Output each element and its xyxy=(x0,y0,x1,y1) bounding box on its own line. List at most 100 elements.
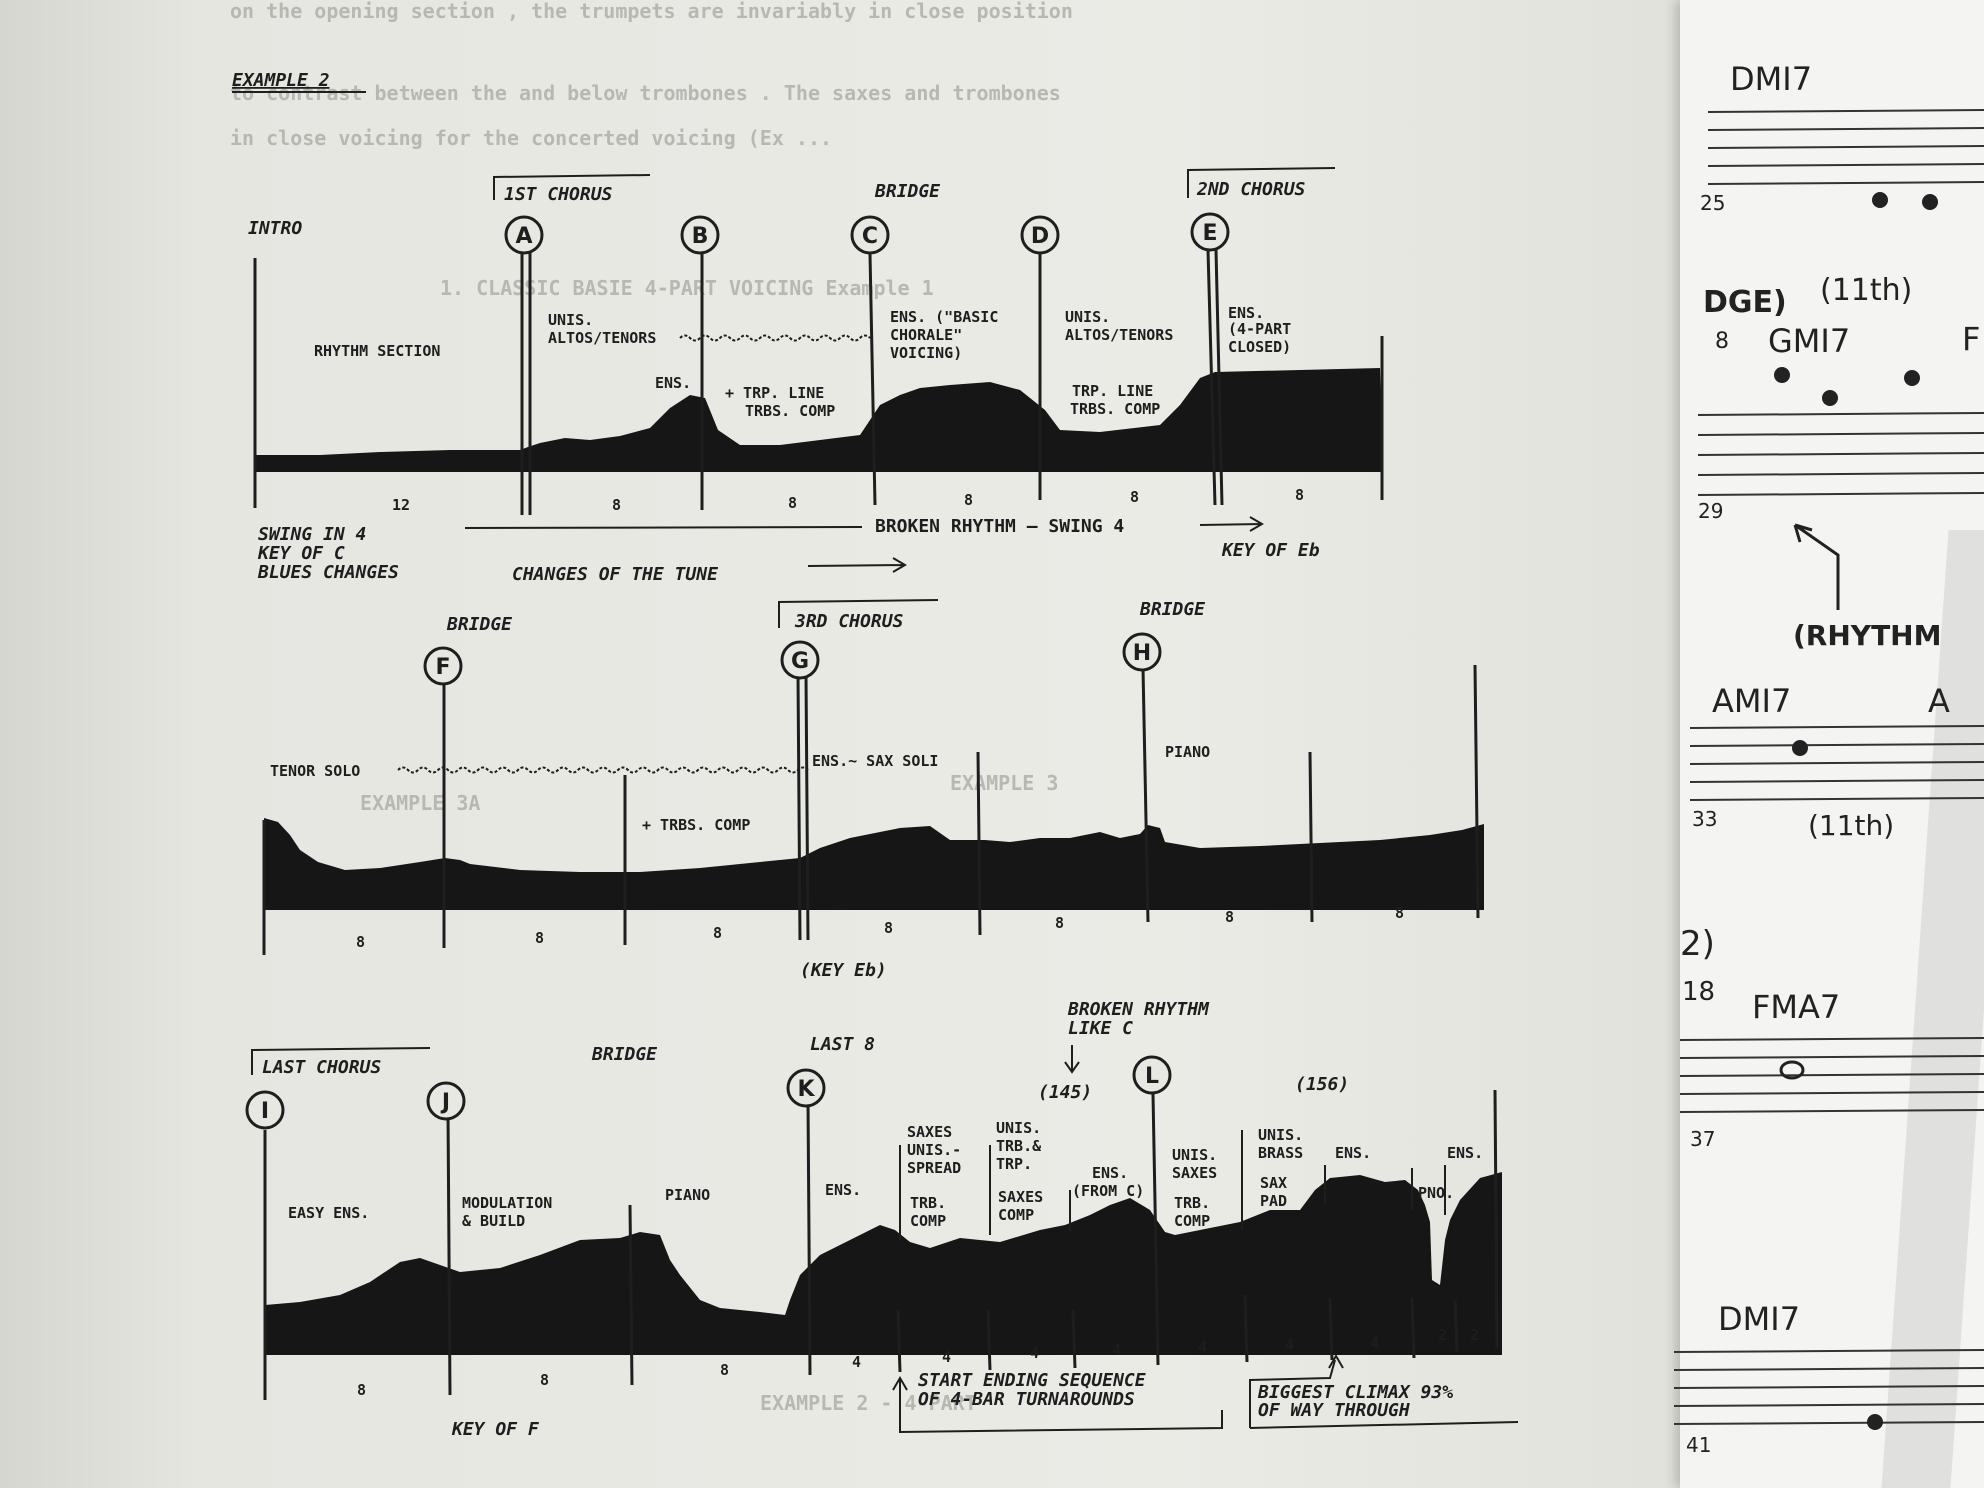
row3-trb-comp-1b: COMP xyxy=(910,1212,946,1230)
measure-33: 33 xyxy=(1692,807,1717,831)
chord-dmi7-1: DMI7 xyxy=(1730,60,1812,98)
svg-text:E: E xyxy=(1202,221,1217,246)
row3-bars-2: 8 xyxy=(540,1371,549,1389)
marker-L: L xyxy=(1132,1055,1172,1095)
row3-ens-from-c-2: (FROM C) xyxy=(1072,1182,1144,1200)
row3-climax-bracket xyxy=(1249,1359,1336,1428)
marker-H: H xyxy=(1122,632,1162,672)
row2-intensity-silhouette xyxy=(264,818,1484,910)
row3-last-chorus-label: LAST CHORUS xyxy=(262,1057,381,1078)
row3-bridge-label: BRIDGE xyxy=(591,1044,657,1065)
row3-bars-10: 4 xyxy=(1370,1334,1379,1352)
row1-bars-A: 8 xyxy=(612,496,621,514)
row2-line-G xyxy=(796,674,802,941)
note-head xyxy=(1922,194,1938,210)
row3-broken-arrow xyxy=(1064,1045,1080,1074)
row3-bars-1: 8 xyxy=(357,1381,366,1399)
row1-second-chorus-label: 2ND CHORUS xyxy=(1196,179,1306,200)
ghost-line-7: EXAMPLE 2 - 4-PART xyxy=(760,1391,977,1415)
row1-ens-b: ENS. xyxy=(655,374,691,392)
row3-pno: PNO. xyxy=(1418,1184,1454,1202)
row3-broken-1: BROKEN RHYTHM xyxy=(1067,999,1210,1020)
marker-E: E xyxy=(1190,212,1230,252)
row3-start-2: OF 4-BAR TURNAROUNDS xyxy=(918,1389,1135,1410)
note-head xyxy=(1774,367,1790,383)
row3-line-bar6 xyxy=(1328,1297,1334,1361)
svg-text:J: J xyxy=(440,1090,450,1115)
marker-B: B xyxy=(680,215,720,255)
svg-text:G: G xyxy=(791,649,809,674)
row1-unis-2: ALTOS/TENORS xyxy=(548,329,656,347)
staff-2 xyxy=(1697,412,1984,496)
row3-unis-saxes-2: SAXES xyxy=(1172,1164,1217,1182)
row3-trb-comp-2b: COMP xyxy=(1174,1212,1210,1230)
row1-bars-E: 8 xyxy=(1295,486,1304,504)
row1-intensity-silhouette xyxy=(255,368,1382,472)
row1-key-eb: KEY OF Eb xyxy=(1221,540,1320,561)
row1-swing-2: KEY OF C xyxy=(257,543,345,564)
row1-trp-line-d-1: TRP. LINE xyxy=(1072,382,1153,400)
row1-broken-arrow xyxy=(1199,516,1264,532)
row1-bridge-label: BRIDGE xyxy=(874,181,940,202)
row2-tenor-solo: TENOR SOLO xyxy=(270,762,360,780)
rhythm-annotation: (RHYTHM xyxy=(1793,619,1941,652)
bleed-through-text: on the opening section , the trumpets ar… xyxy=(230,0,1073,1415)
row1-second-chorus-bracket xyxy=(1187,167,1336,198)
row1-bars-C: 8 xyxy=(964,491,973,509)
row1-swing-1: SWING IN 4 xyxy=(258,524,366,545)
chord-dmi7-2: DMI7 xyxy=(1718,1300,1800,1338)
row3-last-8-label: LAST 8 xyxy=(810,1034,875,1055)
row3-line-J xyxy=(446,1111,452,1396)
row1-ens-e-2: (4-PART xyxy=(1228,320,1291,338)
row3-line-bar3 xyxy=(986,1309,992,1371)
row1-line-E xyxy=(1206,249,1217,506)
row1-bars-D: 8 xyxy=(1130,488,1139,506)
row2-third-chorus-bracket xyxy=(778,599,939,628)
row3-last-chorus-bracket xyxy=(251,1047,431,1075)
row3-saxes-2: UNIS.- xyxy=(907,1141,961,1159)
marker-C: C xyxy=(850,215,890,255)
row3-piano: PIANO xyxy=(665,1186,710,1204)
row3-climax-1: BIGGEST CLIMAX 93% xyxy=(1257,1382,1453,1403)
ghost-line-6: EXAMPLE 3 xyxy=(950,771,1058,795)
row2-third-chorus-label: 3RD CHORUS xyxy=(794,611,904,632)
row1-ens-e-3: CLOSED) xyxy=(1228,338,1291,356)
row3-modulation-2: & BUILD xyxy=(462,1212,525,1230)
row3-unis-brass-1: UNIS. xyxy=(1258,1126,1303,1144)
row2-bars-7: 8 xyxy=(1395,904,1404,922)
row3-climax-arrow xyxy=(1328,1354,1344,1369)
row3-key-f: KEY OF F xyxy=(451,1419,540,1440)
row1-chorale-2: CHORALE" xyxy=(890,326,962,344)
row3-trb-comp-2a: TRB. xyxy=(1174,1194,1210,1212)
row1-line-C xyxy=(868,253,877,506)
row1-ens-e-1: ENS. xyxy=(1228,304,1264,322)
row2-key-eb: (KEY Eb) xyxy=(800,960,887,981)
row3-bars-11: 2 xyxy=(1438,1326,1447,1344)
row2-line-H xyxy=(1141,667,1150,923)
row2-bars-1: 8 xyxy=(356,933,365,951)
row3-chart: LAST CHORUS BRIDGE LAST 8 BROKEN RHYTHM … xyxy=(245,999,1519,1440)
row1-changes: CHANGES OF THE TUNE xyxy=(512,564,718,585)
row2-ens-sax-soli: ENS.~ SAX SOLI xyxy=(812,752,938,770)
row1-changes-arrow xyxy=(807,557,907,573)
measure-25: 25 xyxy=(1700,191,1725,215)
row3-ens-end: ENS. xyxy=(1447,1144,1483,1162)
row2-bars-6: 8 xyxy=(1225,908,1234,926)
svg-text:C: C xyxy=(862,224,878,249)
ghost-line-1: on the opening section , the trumpets ar… xyxy=(230,0,1073,23)
note-head xyxy=(1822,390,1838,406)
svg-text:F: F xyxy=(435,655,450,680)
row1-chorale-1: ENS. ("BASIC xyxy=(890,308,998,326)
chord-f: F xyxy=(1962,320,1980,358)
measure-29: 29 xyxy=(1698,499,1723,523)
row1-trp-line-b-2: TRBS. COMP xyxy=(745,402,835,420)
half-note xyxy=(1779,1060,1805,1080)
svg-text:A: A xyxy=(515,224,532,249)
row1-wave-line xyxy=(679,334,871,342)
row3-modulation-1: MODULATION xyxy=(462,1194,552,1212)
row3-unis-trb-2: TRB.& xyxy=(996,1137,1042,1155)
row1-first-chorus-bracket xyxy=(493,174,651,200)
row3-climax-2: OF WAY THROUGH xyxy=(1258,1400,1410,1421)
row3-sax-pad-1: SAX xyxy=(1260,1174,1287,1192)
